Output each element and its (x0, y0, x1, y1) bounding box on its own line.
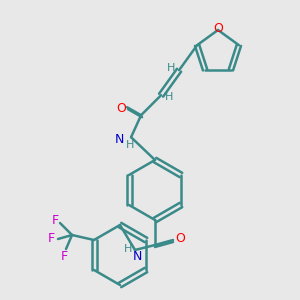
Text: H: H (124, 244, 132, 254)
Text: F: F (61, 250, 68, 263)
Text: N: N (115, 133, 124, 146)
Text: H: H (165, 92, 173, 102)
Text: N: N (132, 250, 142, 262)
Text: O: O (175, 232, 185, 244)
Text: O: O (213, 22, 223, 35)
Text: F: F (52, 214, 58, 226)
Text: H: H (167, 63, 175, 73)
Text: H: H (126, 140, 134, 150)
Text: F: F (47, 232, 55, 245)
Text: O: O (116, 102, 126, 115)
